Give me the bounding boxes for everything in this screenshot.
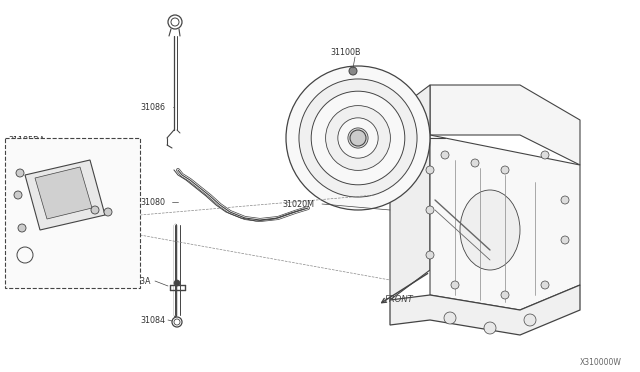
Circle shape: [299, 79, 417, 197]
Circle shape: [104, 208, 112, 216]
Bar: [5, 138, 140, 288]
Circle shape: [326, 106, 390, 170]
Circle shape: [501, 291, 509, 299]
Circle shape: [541, 151, 549, 159]
Circle shape: [349, 67, 357, 75]
Text: 31086: 31086: [140, 103, 165, 112]
Circle shape: [338, 118, 378, 158]
Text: FRONT: FRONT: [385, 295, 413, 304]
Circle shape: [426, 206, 434, 214]
Circle shape: [91, 206, 99, 214]
Text: 31100B: 31100B: [330, 48, 360, 57]
Circle shape: [426, 251, 434, 259]
Circle shape: [350, 130, 366, 146]
Circle shape: [501, 166, 509, 174]
Text: 31185DA: 31185DA: [8, 136, 45, 145]
Circle shape: [441, 151, 449, 159]
Circle shape: [451, 281, 459, 289]
Text: 31020M: 31020M: [282, 200, 314, 209]
Text: Ⓑ: Ⓑ: [19, 252, 24, 261]
Circle shape: [561, 236, 569, 244]
Text: X310000W: X310000W: [580, 358, 622, 367]
Polygon shape: [390, 285, 580, 335]
Circle shape: [561, 196, 569, 204]
Polygon shape: [390, 85, 430, 300]
Text: 31183A: 31183A: [120, 277, 150, 286]
Circle shape: [174, 280, 180, 286]
Polygon shape: [25, 160, 105, 230]
Circle shape: [444, 312, 456, 324]
Polygon shape: [430, 85, 580, 165]
Polygon shape: [35, 167, 92, 219]
Circle shape: [18, 224, 26, 232]
Text: 31080: 31080: [140, 198, 165, 207]
Circle shape: [426, 166, 434, 174]
Text: (2): (2): [38, 272, 48, 279]
Circle shape: [14, 191, 22, 199]
Circle shape: [471, 159, 479, 167]
Ellipse shape: [460, 190, 520, 270]
Circle shape: [286, 66, 430, 210]
Circle shape: [311, 91, 404, 185]
Circle shape: [16, 169, 24, 177]
Circle shape: [484, 322, 496, 334]
Text: 31084: 31084: [140, 316, 165, 325]
Circle shape: [524, 314, 536, 326]
Polygon shape: [430, 135, 580, 310]
Text: R: R: [60, 187, 65, 193]
Circle shape: [348, 128, 368, 148]
Circle shape: [541, 281, 549, 289]
Text: Ⓑ 08146-B251C: Ⓑ 08146-B251C: [18, 260, 74, 267]
Text: 31036: 31036: [55, 148, 80, 157]
